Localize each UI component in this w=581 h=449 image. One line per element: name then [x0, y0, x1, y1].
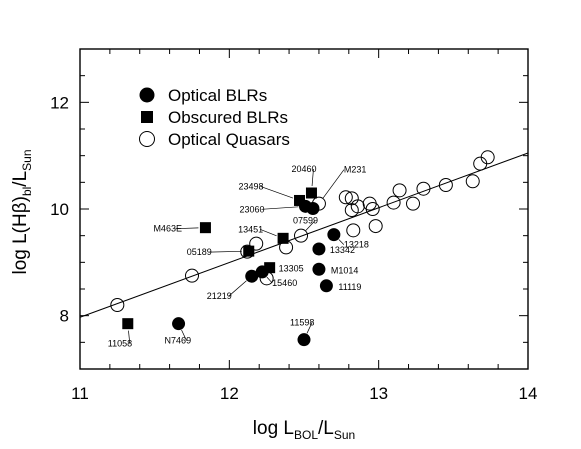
- point-optical-quasar: [365, 202, 380, 216]
- y-axis-label-sub1: bl: [20, 187, 34, 196]
- point-label: 23498: [239, 181, 264, 191]
- point-optical-blr: [172, 317, 186, 331]
- y-axis-label-mid: /L: [10, 171, 31, 187]
- point-optical-quasar: [259, 271, 274, 286]
- leader-line: [338, 239, 345, 245]
- point-obscured-blr: [305, 187, 317, 199]
- point-optical-quasar: [338, 190, 353, 205]
- point-obscured-blr: [294, 194, 306, 206]
- leader-line: [128, 330, 131, 344]
- data-points: [110, 150, 495, 347]
- point-obscured-blr: [199, 222, 211, 234]
- point-optical-quasar: [368, 219, 383, 234]
- leader-line: [259, 229, 277, 237]
- point-optical-quasar: [473, 156, 488, 171]
- x-axis-label-sub2: Sun: [334, 428, 355, 442]
- x-tick-label: 14: [519, 384, 538, 403]
- legend-marker-open-circle: [139, 131, 155, 147]
- x-axis-label-mid: /L: [318, 418, 334, 439]
- legend-label: Optical BLRs: [168, 86, 267, 105]
- point-label: 20460: [291, 164, 316, 174]
- point-optical-quasar: [110, 298, 125, 312]
- point-obscured-blr: [264, 262, 276, 274]
- x-axis-label-sub1: BOL: [294, 428, 318, 442]
- point-optical-quasar: [249, 236, 264, 251]
- point-label: 11058: [108, 339, 132, 349]
- y-tick-label: 8: [60, 307, 69, 326]
- leader-line: [311, 168, 314, 187]
- leader-line: [306, 322, 313, 334]
- leader-line: [175, 227, 199, 230]
- point-optical-quasar: [438, 178, 453, 192]
- legend-label: Obscured BLRs: [168, 108, 288, 127]
- leader-line: [181, 329, 187, 341]
- point-label: M1014: [331, 265, 359, 275]
- y-axis-label-main: log L(Hβ): [10, 196, 31, 275]
- point-optical-quasar: [392, 183, 407, 198]
- point-labels: N7469 11598 21219 15460 M1014 11119 1334213218…: [108, 164, 369, 349]
- x-axis-label: log LBOL/LSun: [253, 418, 355, 442]
- x-tick-label: 13: [369, 384, 388, 403]
- point-label: 11119: [338, 282, 361, 292]
- legend-label: Optical Quasars: [168, 130, 290, 149]
- point-optical-quasar: [279, 240, 294, 255]
- x-tick-label: 12: [220, 384, 239, 403]
- point-optical-blr: [245, 269, 259, 283]
- point-optical-blr: [327, 228, 341, 242]
- point-optical-quasar: [416, 181, 431, 196]
- y-axis-label-sub2: Sun: [20, 149, 34, 170]
- point-label: 21219: [207, 291, 232, 301]
- point-optical-quasar: [406, 196, 421, 211]
- x-tick-label: 11: [71, 384, 89, 403]
- leader-lines: [128, 168, 345, 344]
- fit-line: [79, 152, 529, 318]
- point-label: 15460: [272, 278, 297, 288]
- leader-line: [208, 250, 242, 253]
- point-optical-blr: [306, 201, 320, 215]
- leader-line: [266, 276, 273, 284]
- point-optical-blr: [297, 333, 311, 347]
- x-axis-label-main: log L: [253, 418, 294, 439]
- legend: Optical BLRs Obscured BLRs Optical Quasars: [139, 86, 290, 149]
- tick-labels: 11 12 13 14 8 10 12: [50, 93, 537, 403]
- y-tick-label: 12: [50, 93, 69, 112]
- leader-line: [322, 169, 345, 199]
- point-obscured-blr: [277, 232, 289, 244]
- point-optical-quasar: [294, 228, 309, 243]
- point-label: M231: [344, 165, 367, 175]
- point-optical-quasar: [480, 150, 495, 165]
- point-label: 13305: [279, 264, 304, 274]
- y-axis-label: log L(Hβ)bl/LSun: [10, 149, 34, 274]
- point-optical-quasar: [311, 196, 326, 211]
- legend-marker-filled-circle: [139, 87, 155, 103]
- leader-line: [228, 280, 247, 297]
- legend-marker-filled-square: [141, 111, 153, 123]
- leader-line: [260, 186, 294, 199]
- point-label: 13342: [330, 245, 355, 255]
- y-tick-label: 10: [50, 200, 69, 219]
- point-optical-quasar: [185, 268, 199, 283]
- point-label: 07599: [293, 216, 318, 226]
- leader-line: [261, 206, 299, 210]
- point-optical-blr: [319, 279, 333, 293]
- point-optical-blr: [312, 242, 326, 256]
- point-label: 13451: [238, 224, 263, 234]
- point-label: 11598: [290, 318, 314, 328]
- point-optical-blr: [312, 262, 326, 276]
- point-obscured-blr: [122, 318, 134, 330]
- point-obscured-blr: [243, 245, 255, 257]
- point-label: 05189: [187, 247, 212, 257]
- point-label: N7469: [165, 336, 192, 346]
- point-optical-quasar: [240, 244, 255, 259]
- point-optical-quasar: [465, 174, 480, 189]
- point-optical-quasar: [386, 195, 401, 210]
- point-label: 13218: [344, 240, 369, 250]
- point-label: M463E: [153, 224, 182, 234]
- point-label: 23060: [239, 204, 264, 214]
- leader-line: [305, 220, 316, 231]
- point-optical-quasar: [346, 223, 361, 238]
